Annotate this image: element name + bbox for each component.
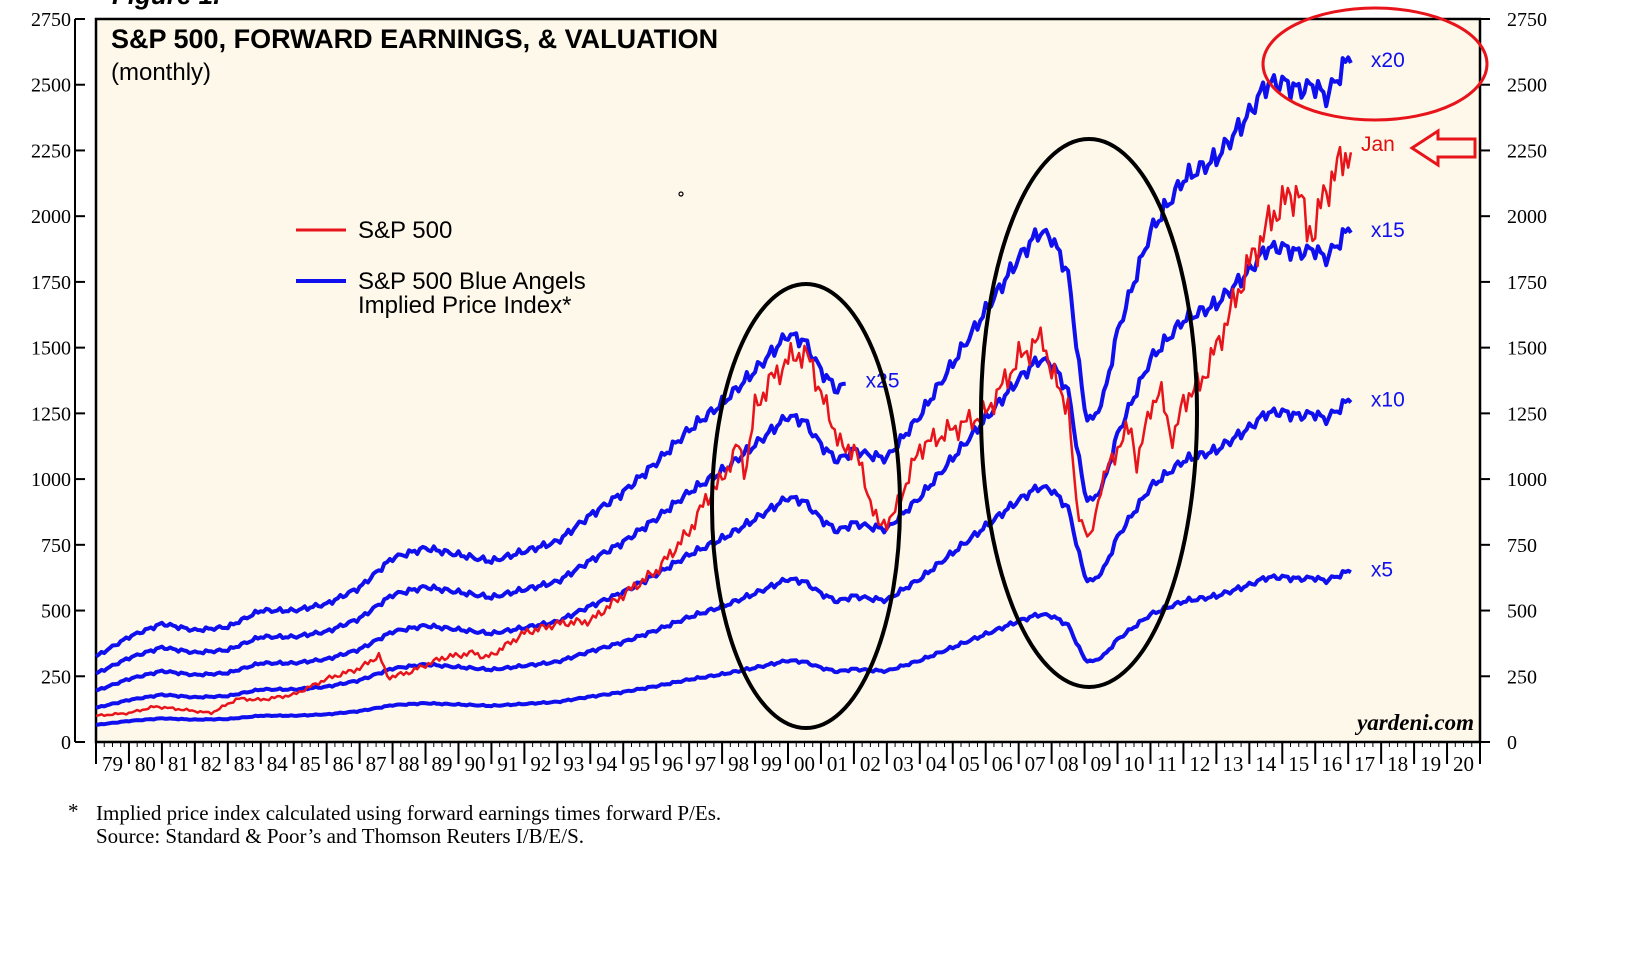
legend: S&P 500 S&P 500 Blue Angels Implied Pric… (296, 217, 586, 319)
x-tick-label: 81 (168, 752, 189, 776)
x-tick-label: 15 (1288, 752, 1309, 776)
x-tick-label: 16 (1321, 752, 1342, 776)
x-tick-label: 88 (399, 752, 420, 776)
x-tick-label: 06 (992, 752, 1013, 776)
x-tick-label: 99 (761, 752, 782, 776)
footnote-marker: * (68, 799, 79, 823)
x-tick-label: 02 (860, 752, 881, 776)
x-tick-label: 01 (827, 752, 848, 776)
y-tick-label-right: 0 (1507, 732, 1517, 754)
highlight-ellipse-2008 (979, 137, 1199, 689)
y-tick-label-left: 0 (61, 732, 71, 754)
x-tick-label: 96 (662, 752, 683, 776)
x-axis: 79 80 81 82 83 84 85 86 87 88 89 90 91 92 93 94 95 96 97 98… (95, 742, 1481, 776)
y-tick-label-left: 500 (41, 601, 71, 623)
series-line-x5 (95, 568, 1352, 727)
x-tick-label: 03 (893, 752, 914, 776)
series-line-x25 (94, 331, 846, 659)
legend-label-sp500: S&P 500 (358, 217, 452, 244)
x-tick-label: 84 (267, 752, 289, 776)
y-tick-label-left: 2000 (31, 206, 71, 228)
x-tick-label: 97 (695, 752, 716, 776)
footnote-line2: Source: Standard & Poor’s and Thomson Re… (96, 824, 584, 848)
x-tick-label: 11 (1157, 752, 1177, 776)
x-tick-label: 95 (629, 752, 650, 776)
x-tick-label: 80 (135, 752, 156, 776)
highlight-ellipse-2000 (710, 282, 902, 730)
y-tick-label-right: 2500 (1507, 75, 1547, 97)
footnote-line1: Implied price index calculated using for… (96, 801, 721, 825)
x-tick-label: 91 (497, 752, 518, 776)
x-tick-label: 98 (728, 752, 749, 776)
y-tick-label-left: 250 (41, 666, 71, 688)
y-tick-label-right: 1500 (1507, 338, 1547, 360)
jan-label: Jan (1361, 133, 1395, 156)
x-tick-label: 18 (1387, 752, 1408, 776)
x-tick-label: 85 (300, 752, 321, 776)
plot-area (94, 17, 1482, 744)
x-tick-label: 04 (926, 752, 948, 776)
x-tick-label: 14 (1255, 752, 1277, 776)
x-tick-label: 19 (1420, 752, 1441, 776)
x-tick-label: 00 (794, 752, 815, 776)
x-tick-label: 17 (1354, 752, 1375, 776)
chart-subtitle: (monthly) (111, 59, 211, 86)
x-tick-label: 87 (366, 752, 387, 776)
y-tick-label-right: 1750 (1507, 272, 1547, 294)
y-tick-label-right: 1000 (1507, 469, 1547, 491)
y-tick-label-left: 1250 (31, 403, 71, 425)
y-tick-label-left: 2750 (31, 9, 71, 31)
x-tick-label: 92 (530, 752, 551, 776)
x-tick-label: 90 (464, 752, 485, 776)
y-axis-right: 0 250 500 750 1000 1250 1500 1750 2000 2250 2500 27… (1480, 9, 1547, 754)
y-axis-left: 0 250 500 750 1000 1250 1500 1750 2000 2250 2500 27… (31, 9, 85, 754)
series-label-x10: x10 (1371, 389, 1405, 412)
y-tick-label-right: 2750 (1507, 9, 1547, 31)
series-line-x20 (95, 55, 1353, 676)
figure-label: Figure 1. (112, 0, 220, 10)
x-tick-label: 83 (234, 752, 255, 776)
y-tick-label-left: 2500 (31, 75, 71, 97)
y-tick-label-left: 1000 (31, 469, 71, 491)
x-tick-label: 12 (1189, 752, 1210, 776)
x-tick-label: 05 (959, 752, 980, 776)
x-tick-label: 93 (563, 752, 584, 776)
x-tick-label: 86 (333, 752, 354, 776)
x-tick-label: 82 (201, 752, 222, 776)
brand-label: yardeni.com (1354, 710, 1474, 735)
highlight-ellipse-x20 (1261, 6, 1489, 122)
series-label-x5: x5 (1371, 558, 1393, 581)
y-tick-label-left: 750 (41, 535, 71, 557)
y-tick-label-left: 2250 (31, 140, 71, 162)
x-tick-label: 13 (1222, 752, 1243, 776)
series-label-x20: x20 (1371, 49, 1405, 72)
series-line-x15 (95, 226, 1353, 693)
legend-label-blue-angels-line2: Implied Price Index* (358, 292, 571, 319)
y-tick-label-left: 1500 (31, 338, 71, 360)
x-tick-label: 10 (1124, 752, 1145, 776)
x-tick-label: 94 (596, 752, 618, 776)
legend-label-blue-angels: S&P 500 Blue Angels (358, 268, 586, 295)
stray-dot (678, 191, 684, 197)
chart-title: S&P 500, FORWARD EARNINGS, & VALUATION (111, 24, 718, 54)
x-tick-label: 20 (1453, 752, 1474, 776)
series-line-sp500 (95, 145, 1353, 718)
x-tick-label: 09 (1091, 752, 1112, 776)
y-tick-label-right: 2250 (1507, 140, 1547, 162)
y-tick-label-right: 1250 (1507, 403, 1547, 425)
jan-arrow-icon (1409, 128, 1477, 168)
series-label-x15: x15 (1371, 219, 1405, 242)
x-tick-label: 89 (432, 752, 453, 776)
y-tick-label-right: 500 (1507, 601, 1537, 623)
x-tick-label: 07 (1025, 752, 1046, 776)
y-tick-label-left: 1750 (31, 272, 71, 294)
y-tick-label-right: 2000 (1507, 206, 1547, 228)
y-tick-label-right: 250 (1507, 666, 1537, 688)
y-tick-label-right: 750 (1507, 535, 1537, 557)
x-tick-label: 08 (1058, 752, 1079, 776)
x-tick-label: 79 (102, 752, 123, 776)
